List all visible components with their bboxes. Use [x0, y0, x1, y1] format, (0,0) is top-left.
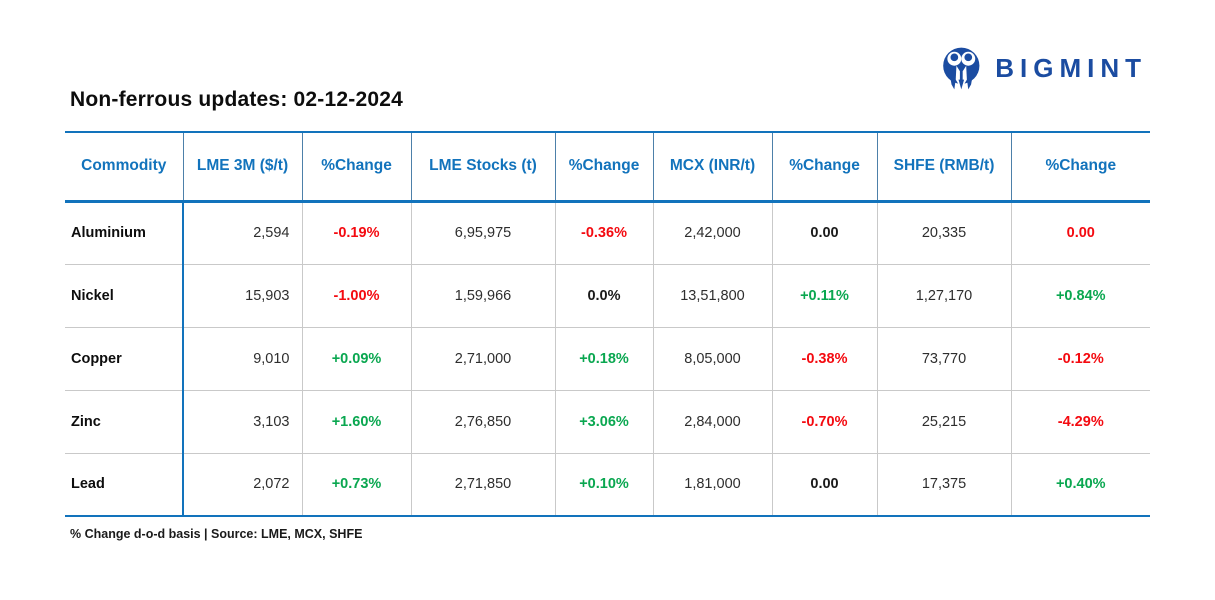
commodity-cell: Nickel — [65, 264, 184, 328]
mcx-change-cell: 0.00 — [772, 453, 878, 517]
lme-stocks-value-cell: 1,59,966 — [411, 264, 556, 328]
column-header: %Change — [302, 132, 412, 203]
lme-3m-change-cell: -0.19% — [302, 201, 412, 265]
mcx-value-cell: 1,81,000 — [653, 453, 773, 517]
lme-stocks-value-cell: 2,71,850 — [411, 453, 556, 517]
lme-stocks-change-cell: +3.06% — [555, 390, 654, 454]
column-header: %Change — [772, 132, 878, 203]
bigmint-wordmark: BIGMINT — [995, 53, 1147, 83]
table-body: Aluminium 2,594 -0.19% 6,95,975 -0.36% 2,42,0… — [65, 201, 1150, 517]
lme-stocks-change-cell: -0.36% — [555, 201, 654, 265]
shfe-value-cell: 25,215 — [877, 390, 1012, 454]
lme-3m-change-cell: +0.09% — [302, 327, 412, 391]
lme-stocks-change-cell: +0.18% — [555, 327, 654, 391]
brand-logo: BIGMINT — [939, 46, 1147, 91]
column-header: Commodity — [65, 132, 184, 203]
lme-3m-value-cell: 2,072 — [183, 453, 303, 517]
header-row: Commodity LME 3M ($/t) %Change LME Stocks (… — [65, 132, 1150, 203]
table-row: Copper 9,010 +0.09% 2,71,000 +0.18% 8,05,000-… — [65, 327, 1150, 391]
lme-3m-value-cell: 15,903 — [183, 264, 303, 328]
lme-stocks-change-cell: 0.0% — [555, 264, 654, 328]
column-header: %Change — [1011, 132, 1150, 203]
lme-3m-change-cell: +1.60% — [302, 390, 412, 454]
shfe-change-cell: -0.12% — [1011, 327, 1150, 391]
table-row: Zinc 3,103 +1.60% 2,76,850 +3.06% 2,84,000 -0.… — [65, 390, 1150, 454]
table-footnote: % Change d-o-d basis | Source: LME, MCX,… — [70, 527, 363, 541]
lme-3m-change-cell: -1.00% — [302, 264, 412, 328]
shfe-value-cell: 73,770 — [877, 327, 1012, 391]
column-header: %Change — [555, 132, 654, 203]
lme-stocks-value-cell: 2,71,000 — [411, 327, 556, 391]
commodity-cell: Aluminium — [65, 201, 184, 265]
column-header: LME Stocks (t) — [411, 132, 556, 203]
mcx-value-cell: 2,42,000 — [653, 201, 773, 265]
column-header: MCX (INR/t) — [653, 132, 773, 203]
shfe-value-cell: 17,375 — [877, 453, 1012, 517]
bigmint-icon — [939, 46, 985, 91]
mcx-change-cell: -0.38% — [772, 327, 878, 391]
table-row: Aluminium 2,594 -0.19% 6,95,975 -0.36% 2,42,0… — [65, 201, 1150, 265]
lme-3m-value-cell: 9,010 — [183, 327, 303, 391]
lme-stocks-value-cell: 6,95,975 — [411, 201, 556, 265]
shfe-change-cell: -4.29% — [1011, 390, 1150, 454]
mcx-value-cell: 8,05,000 — [653, 327, 773, 391]
lme-3m-change-cell: +0.73% — [302, 453, 412, 517]
shfe-change-cell: +0.40% — [1011, 453, 1150, 517]
commodity-cell: Copper — [65, 327, 184, 391]
table-row: Lead 2,072 +0.73% 2,71,850 +0.10% 1,81,000 0.0… — [65, 453, 1150, 517]
commodity-cell: Zinc — [65, 390, 184, 454]
mcx-change-cell: +0.11% — [772, 264, 878, 328]
mcx-change-cell: -0.70% — [772, 390, 878, 454]
lme-stocks-value-cell: 2,76,850 — [411, 390, 556, 454]
table-row: Nickel 15,903 -1.00% 1,59,966 0.0% 13,51,800 +… — [65, 264, 1150, 328]
shfe-change-cell: +0.84% — [1011, 264, 1150, 328]
mcx-value-cell: 2,84,000 — [653, 390, 773, 454]
shfe-value-cell: 1,27,170 — [877, 264, 1012, 328]
column-header: LME 3M ($/t) — [183, 132, 303, 203]
commodity-cell: Lead — [65, 453, 184, 517]
page-title: Non-ferrous updates: 02-12-2024 — [70, 88, 403, 111]
shfe-change-cell: 0.00 — [1011, 201, 1150, 265]
commodity-table: Commodity LME 3M ($/t) %Change LME Stocks (… — [65, 131, 1150, 517]
lme-stocks-change-cell: +0.10% — [555, 453, 654, 517]
shfe-value-cell: 20,335 — [877, 201, 1012, 265]
mcx-value-cell: 13,51,800 — [653, 264, 773, 328]
mcx-change-cell: 0.00 — [772, 201, 878, 265]
lme-3m-value-cell: 3,103 — [183, 390, 303, 454]
lme-3m-value-cell: 2,594 — [183, 201, 303, 265]
column-header: SHFE (RMB/t) — [877, 132, 1012, 203]
